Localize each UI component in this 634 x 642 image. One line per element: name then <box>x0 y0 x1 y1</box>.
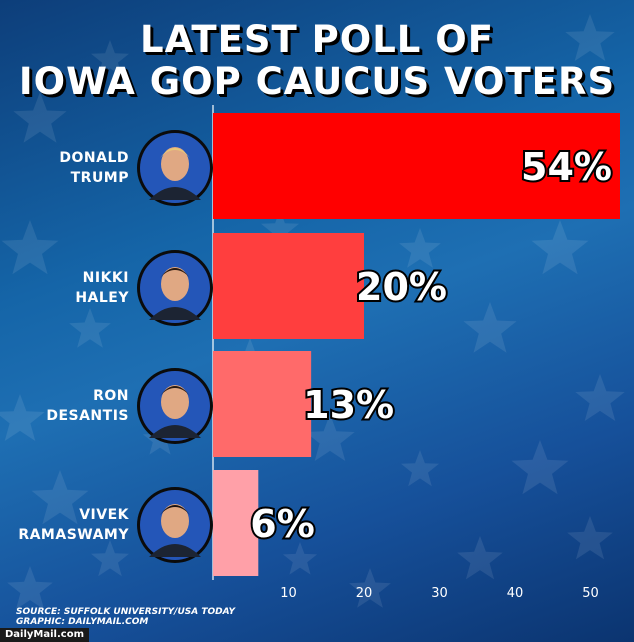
candidate-name-ramaswamy-line-2: RAMASWAMY <box>18 527 129 543</box>
candidate-name-desantis-line-1: RON <box>93 388 129 404</box>
candidate-name-ramaswamy-line-1: VIVEK <box>79 507 129 523</box>
x-tick-label-10: 10 <box>280 586 297 601</box>
brand-logo: DailyMail.com <box>0 628 89 642</box>
candidate-name-desantis-line-2: DESANTIS <box>46 408 129 424</box>
background-star <box>261 210 299 247</box>
background-star <box>91 40 129 77</box>
bar-trump <box>213 113 620 219</box>
x-tick-label-30: 30 <box>431 586 448 601</box>
background-star <box>399 228 441 268</box>
candidate-name-trump-line-2: TRUMP <box>71 170 129 186</box>
background-star <box>531 220 589 275</box>
background-star <box>31 470 89 525</box>
bar-ramaswamy <box>213 470 259 576</box>
background-star <box>349 568 391 608</box>
background-star <box>575 374 625 421</box>
nikki-haley-photo <box>137 250 213 326</box>
background-star <box>401 450 439 487</box>
candidate-name-trump-line-1: DONALD <box>59 150 129 166</box>
background-star <box>91 540 129 577</box>
background-star <box>463 302 517 353</box>
candidate-name-haley-line-2: HALEY <box>75 290 129 306</box>
x-tick-label-50: 50 <box>582 586 599 601</box>
data-label-trump: 54% <box>521 145 612 189</box>
background-star <box>511 440 569 495</box>
bar-haley <box>213 233 364 339</box>
graphic-credit-line: GRAPHIC: DAILYMAIL.COM <box>16 617 149 627</box>
background-star <box>1 220 59 275</box>
background-star <box>565 14 615 61</box>
background-star <box>567 516 613 560</box>
bar-desantis <box>213 351 312 457</box>
background-star <box>457 536 503 580</box>
source-note: SOURCE: SUFFOLK UNIVERSITY/USA TODAY GRA… <box>16 607 235 627</box>
background-star <box>7 566 53 610</box>
ron-desantis-photo <box>137 368 213 444</box>
background-star <box>0 394 45 441</box>
source-line: SOURCE: SUFFOLK UNIVERSITY/USA TODAY <box>16 607 236 617</box>
vivek-ramaswamy-photo <box>137 487 213 563</box>
data-label-ramaswamy: 6% <box>250 502 315 546</box>
donald-trump-photo <box>137 130 213 206</box>
background-star <box>282 542 318 575</box>
x-tick-label-20: 20 <box>356 586 373 601</box>
title-line-2: IOWA GOP CAUCUS VOTERS <box>18 60 616 103</box>
candidate-name-haley-line-1: NIKKI <box>83 270 129 286</box>
background-star <box>13 92 67 143</box>
x-tick-label-40: 40 <box>507 586 524 601</box>
background-star <box>305 414 355 461</box>
data-label-desantis: 13% <box>303 383 394 427</box>
background-star <box>69 308 111 348</box>
title-line-1: LATEST POLL OF <box>140 18 494 61</box>
data-label-haley: 20% <box>356 265 447 309</box>
